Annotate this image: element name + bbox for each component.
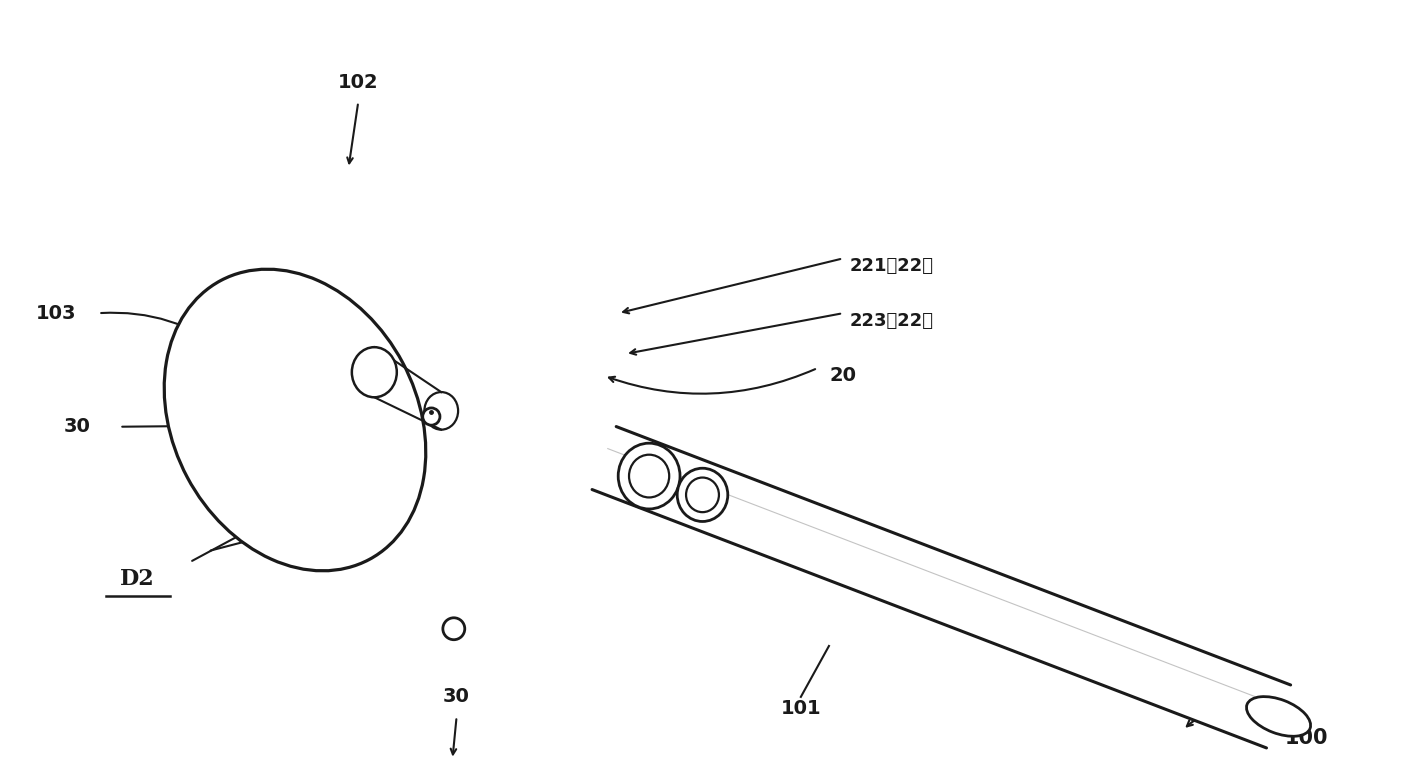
Text: 223（22）: 223（22）: [850, 312, 934, 330]
Text: 20: 20: [829, 366, 857, 385]
Ellipse shape: [174, 280, 416, 559]
Ellipse shape: [424, 392, 458, 430]
Ellipse shape: [235, 350, 354, 490]
Ellipse shape: [197, 305, 393, 535]
Ellipse shape: [164, 269, 426, 571]
Text: 101: 101: [781, 699, 821, 718]
Ellipse shape: [260, 377, 330, 464]
Circle shape: [423, 408, 440, 425]
Text: 30: 30: [63, 417, 91, 436]
Ellipse shape: [618, 443, 680, 509]
Ellipse shape: [1246, 697, 1311, 736]
Ellipse shape: [226, 340, 362, 500]
Polygon shape: [592, 427, 1291, 748]
Text: 102: 102: [339, 73, 378, 92]
Circle shape: [443, 618, 465, 640]
Ellipse shape: [677, 468, 728, 521]
Ellipse shape: [205, 316, 385, 525]
Text: 221（22）: 221（22）: [850, 258, 934, 275]
Text: D2: D2: [121, 568, 155, 590]
Ellipse shape: [351, 347, 396, 397]
Text: 100: 100: [1286, 727, 1328, 748]
Ellipse shape: [268, 387, 322, 453]
Text: 30: 30: [443, 687, 471, 706]
Text: 103: 103: [37, 304, 76, 323]
